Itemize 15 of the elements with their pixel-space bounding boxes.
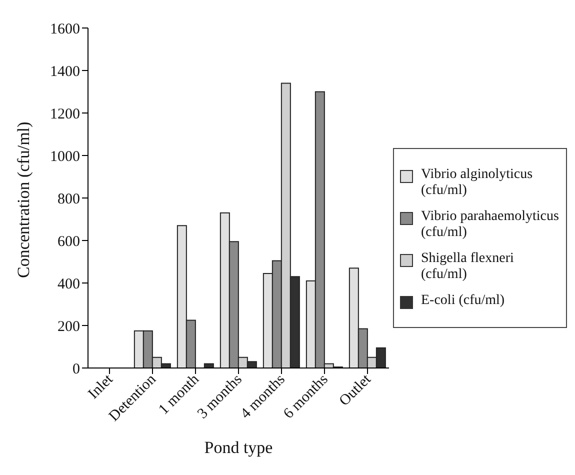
y-tick-label: 600 <box>58 234 80 250</box>
legend-label: Vibrio parahaemolyticus (cfu/ml) <box>421 209 560 241</box>
y-tick-label: 1000 <box>50 148 80 165</box>
x-axis-title: Pond type <box>204 438 273 457</box>
legend-label: E-coli (cfu/ml) <box>421 293 505 309</box>
y-tick-label: 1200 <box>50 106 80 122</box>
y-tick-label: 1400 <box>50 64 80 80</box>
y-tick-label: 800 <box>58 191 80 208</box>
y-tick-label: 1600 <box>50 21 80 38</box>
y-tick-label: 0 <box>72 361 80 378</box>
legend-label: Shigella flexneri (cfu/ml) <box>421 251 515 283</box>
legend-label: Vibrio alginolyticus (cfu/ml) <box>421 167 534 199</box>
y-axis-title: Concentration (cfu/ml) <box>14 122 34 278</box>
y-tick-label: 400 <box>58 276 80 292</box>
y-tick-label: 200 <box>58 318 80 335</box>
